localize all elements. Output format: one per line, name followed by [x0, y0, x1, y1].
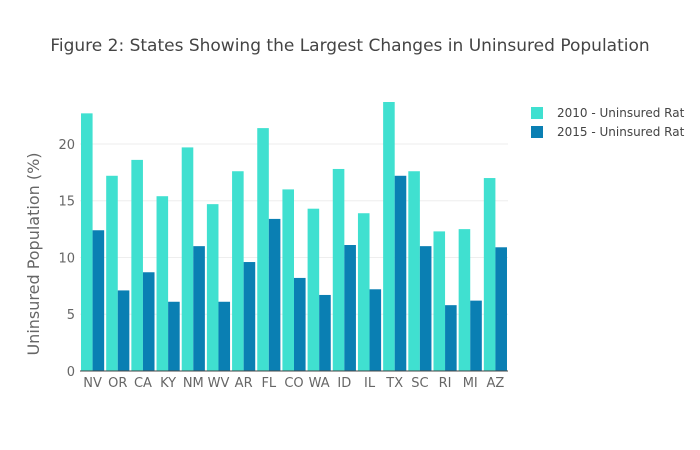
- x-tick-label: WA: [309, 376, 330, 391]
- x-tick-label: WV: [208, 376, 230, 391]
- bar-tx-series-2: [394, 175, 407, 371]
- bar-nv-series-2: [92, 230, 105, 371]
- y-tick-label: 10: [58, 251, 75, 266]
- bar-tx-series-1: [383, 102, 395, 371]
- x-tick-label: RI: [439, 376, 452, 391]
- x-tick-label: OR: [108, 376, 127, 391]
- x-tick-label: AZ: [487, 376, 505, 391]
- x-tick-label: CA: [134, 376, 152, 391]
- bar-ar-series-2: [243, 262, 256, 371]
- y-axis-title: Uninsured Population (%): [24, 152, 43, 355]
- y-tick-label: 15: [58, 195, 75, 210]
- bar-or-series-2: [117, 290, 130, 371]
- bar-wa-series-1: [307, 208, 320, 371]
- bar-id-series-1: [332, 168, 345, 371]
- y-tick-labels: 0 5 10 15 20: [58, 138, 75, 380]
- x-tick-label: AR: [235, 376, 253, 391]
- bar-ri-series-2: [445, 305, 457, 371]
- bar-ar-series-1: [232, 171, 244, 371]
- bar-ca-series-2: [142, 272, 155, 371]
- bar-nm-series-1: [181, 147, 194, 371]
- bar-ky-series-1: [156, 196, 169, 371]
- legend-label[interactable]: 2010 - Uninsured Rat: [557, 106, 685, 120]
- y-tick-label: 0: [67, 365, 75, 380]
- bar-ky-series-2: [168, 301, 180, 371]
- bar-il-series-1: [357, 213, 370, 371]
- x-tick-label: SC: [411, 376, 428, 391]
- bar-sc-series-2: [419, 246, 432, 371]
- x-tick-labels: NV OR CA KY NM WV AR FL CO WA ID IL TX SC RI MI AZ: [83, 376, 504, 391]
- bar-wv-series-1: [206, 204, 219, 371]
- bar-sc-series-1: [408, 171, 420, 371]
- bars: [81, 102, 507, 371]
- x-tick-label: NM: [183, 376, 204, 391]
- x-tick-label: NV: [83, 376, 102, 391]
- x-tick-label: FL: [261, 376, 276, 391]
- x-tick-label: MI: [463, 376, 478, 391]
- bar-co-series-2: [294, 277, 306, 371]
- bar-mi-series-2: [470, 300, 482, 371]
- y-tick-label: 20: [58, 138, 75, 153]
- x-tick-label: KY: [160, 376, 176, 391]
- legend-swatch[interactable]: [531, 107, 543, 119]
- x-tick-label: IL: [364, 376, 376, 391]
- legend-label[interactable]: 2015 - Uninsured Rat: [557, 125, 685, 139]
- legend-swatch[interactable]: [531, 126, 543, 138]
- bar-or-series-1: [106, 175, 118, 371]
- bar-wv-series-2: [218, 301, 231, 371]
- bar-fl-series-2: [268, 218, 281, 371]
- legend: 2010 - Uninsured Rat 2015 - Uninsured Rat: [531, 106, 685, 139]
- bar-co-series-1: [282, 189, 294, 371]
- bar-az-series-1: [483, 178, 496, 371]
- bar-il-series-2: [369, 289, 382, 371]
- bar-id-series-2: [344, 245, 356, 371]
- bar-mi-series-1: [458, 229, 471, 371]
- bar-fl-series-1: [257, 128, 269, 371]
- bar-ri-series-1: [433, 231, 446, 371]
- bar-nv-series-1: [81, 113, 93, 371]
- y-tick-label: 5: [67, 308, 75, 323]
- x-tick-label: ID: [337, 376, 351, 391]
- bar-wa-series-2: [319, 294, 331, 371]
- x-tick-label: TX: [385, 376, 403, 391]
- x-tick-label: CO: [284, 376, 303, 391]
- bar-nm-series-2: [193, 246, 205, 371]
- bar-ca-series-1: [131, 159, 143, 371]
- chart-title: Figure 2: States Showing the Largest Cha…: [50, 36, 649, 56]
- bar-az-series-2: [495, 247, 507, 371]
